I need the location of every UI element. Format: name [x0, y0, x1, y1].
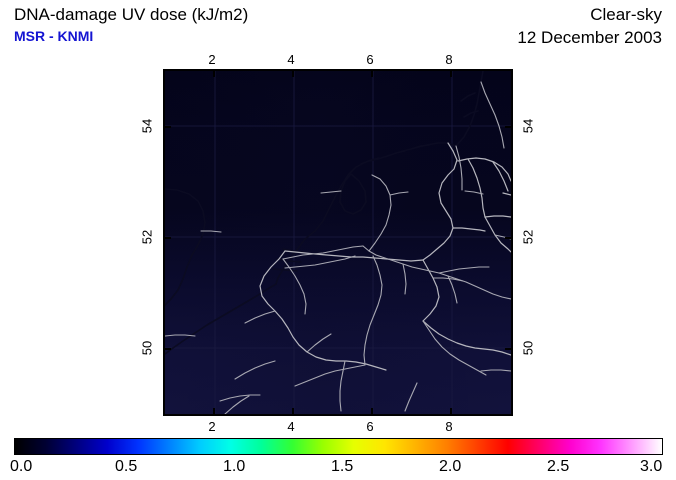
y-axis-right-label-54: 54 — [520, 118, 536, 134]
country-borders — [259, 142, 511, 371]
map-tick-right-52 — [505, 237, 511, 239]
colorbar-label-1: 1.0 — [223, 458, 246, 475]
x-axis-top-label-8: 8 — [445, 52, 453, 67]
y-axis-left-label-54: 54 — [139, 118, 155, 134]
x-axis-bottom-label-4: 4 — [287, 419, 295, 434]
map-tick-top-4 — [292, 71, 294, 77]
x-axis-top-label-6: 6 — [366, 52, 374, 67]
map-tick-left-54 — [165, 126, 171, 128]
x-axis-top-label-4: 4 — [287, 52, 295, 67]
map-tick-left-50 — [165, 348, 171, 350]
y-axis-left-label-52: 52 — [139, 229, 155, 245]
rivers — [165, 81, 511, 414]
colorbar-label-2: 2.0 — [439, 458, 462, 475]
colorbar-label-0.5: 0.5 — [115, 458, 138, 475]
map-tick-left-52 — [165, 237, 171, 239]
map-tick-bottom-2 — [213, 408, 215, 414]
map-gridlines — [165, 71, 511, 414]
x-axis-bottom-label-8: 8 — [445, 419, 453, 434]
y-axis-left-label-50: 50 — [139, 340, 155, 356]
colorbar-gradient — [14, 438, 663, 455]
y-axis-right-label-52: 52 — [520, 229, 536, 245]
map-tick-right-50 — [505, 348, 511, 350]
map-tick-bottom-4 — [292, 408, 294, 414]
institute-label: MSR - KNMI — [14, 28, 94, 44]
colorbar-label-3: 3.0 — [640, 458, 663, 475]
sky-condition-label: Clear-sky — [590, 5, 662, 24]
map-tick-top-8 — [450, 71, 452, 77]
map-tick-top-6 — [371, 71, 373, 77]
x-axis-bottom-label-6: 6 — [366, 419, 374, 434]
colorbar-label-2.5: 2.5 — [547, 458, 570, 475]
map-tick-bottom-6 — [371, 408, 373, 414]
y-axis-right-label-50: 50 — [520, 340, 536, 356]
map-geography-overlay — [165, 71, 511, 414]
x-axis-top-label-2: 2 — [208, 52, 216, 67]
colorbar-label-1.5: 1.5 — [331, 458, 354, 475]
page-title: DNA-damage UV dose (kJ/m2) — [14, 5, 249, 24]
coastline-dark — [165, 71, 484, 355]
map-tick-right-54 — [505, 126, 511, 128]
x-axis-bottom-label-2: 2 — [208, 419, 216, 434]
colorbar — [14, 438, 663, 455]
uv-dose-map — [163, 69, 513, 416]
colorbar-tick-labels: 0.0 0.5 1.0 1.5 2.0 2.5 3.0 — [0, 458, 676, 478]
colorbar-label-0: 0.0 — [10, 458, 33, 475]
date-label: 12 December 2003 — [517, 28, 662, 47]
map-tick-bottom-8 — [450, 408, 452, 414]
map-tick-top-2 — [213, 71, 215, 77]
